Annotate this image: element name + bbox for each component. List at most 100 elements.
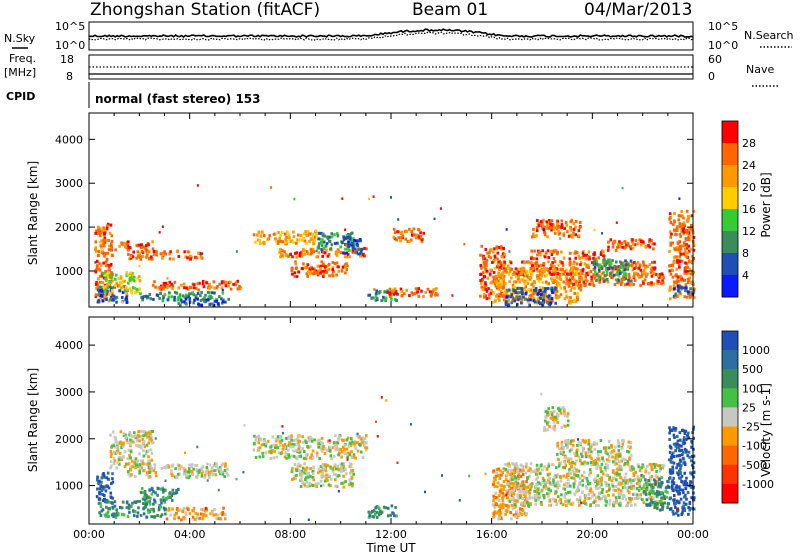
heatmap-cell — [356, 244, 359, 248]
heatmap-cell — [351, 482, 354, 486]
heatmap-cell — [297, 233, 300, 237]
heatmap-cell — [125, 271, 128, 275]
heatmap-cell — [575, 470, 579, 474]
heatmap-cell — [109, 297, 112, 301]
heatmap-cell — [95, 265, 99, 269]
heatmap-cell — [559, 293, 563, 297]
colorbar-swatch — [722, 187, 738, 210]
heatmap-cell — [198, 281, 201, 285]
heatmap-cell — [121, 285, 125, 289]
heatmap-cell — [557, 264, 560, 267]
heatmap-cell — [129, 438, 132, 442]
heatmap-cell — [545, 273, 548, 277]
heatmap-cell — [627, 263, 630, 266]
heatmap-cell — [103, 286, 106, 290]
heatmap-cell — [258, 240, 262, 244]
heatmap-cell — [548, 481, 551, 485]
heatmap-cell — [682, 223, 685, 227]
heatmap-cell — [112, 515, 115, 518]
heatmap-cell — [676, 258, 679, 262]
heatmap-cell — [668, 217, 671, 221]
heatmap-cell — [649, 271, 653, 274]
heatmap-cell — [150, 466, 154, 470]
heatmap-cell — [208, 296, 212, 300]
heatmap-cell — [536, 292, 540, 296]
heatmap-cell — [426, 287, 430, 291]
heatmap-cell — [540, 501, 543, 504]
heatmap-cell — [565, 504, 568, 508]
heatmap-cell — [302, 440, 305, 444]
heatmap-cell — [352, 472, 355, 476]
heatmap-cell — [480, 285, 483, 289]
heatmap-cell — [154, 491, 157, 495]
heatmap-cell — [579, 288, 583, 292]
heatmap-cell — [350, 437, 353, 441]
heatmap-cell — [541, 301, 545, 305]
heatmap-cell — [685, 246, 689, 250]
heatmap-cell — [565, 223, 568, 227]
heatmap-cell — [604, 468, 608, 472]
heatmap-cell — [566, 446, 569, 450]
heatmap-cell — [112, 298, 115, 302]
heatmap-cell — [303, 456, 306, 460]
heatmap-cell — [669, 221, 673, 225]
heatmap-cell — [623, 483, 626, 487]
heatmap-cell — [515, 516, 519, 519]
heatmap-cell — [127, 252, 130, 256]
heatmap-cell — [277, 437, 280, 441]
heatmap-cell — [110, 234, 114, 238]
heatmap-cell — [532, 232, 535, 236]
heatmap-cell — [325, 242, 329, 246]
heatmap-cell — [339, 245, 342, 249]
heatmap-cell — [133, 514, 136, 518]
heatmap-cell — [656, 282, 659, 286]
heatmap-cell — [192, 293, 196, 297]
heatmap-cell — [361, 441, 364, 445]
heatmap-cell — [632, 474, 636, 477]
heatmap-cell — [589, 504, 592, 508]
heatmap-cell — [689, 480, 692, 484]
heatmap-cell — [185, 293, 188, 297]
heatmap-cell — [673, 436, 676, 439]
heatmap-cell — [495, 280, 499, 284]
heatmap-cell — [674, 511, 678, 515]
heatmap-cell — [120, 241, 123, 245]
heatmap-cell — [567, 281, 570, 285]
heatmap-cell — [108, 244, 111, 248]
heatmap-cell — [662, 494, 666, 498]
heatmap-cell — [175, 511, 178, 515]
heatmap-cell — [539, 253, 542, 257]
heatmap-cell — [196, 291, 200, 295]
heatmap-cell — [151, 247, 155, 251]
heatmap-cell — [336, 248, 340, 252]
heatmap-cell — [97, 228, 100, 232]
heatmap-cell — [257, 230, 261, 234]
heatmap-cell — [538, 289, 541, 292]
heatmap-cell — [682, 216, 685, 220]
heatmap-cell — [329, 247, 333, 251]
heatmap-cell — [660, 483, 663, 487]
heatmap-cell — [318, 457, 321, 460]
heatmap-cell — [568, 251, 572, 255]
heatmap-cell — [523, 261, 526, 265]
heatmap-cell — [683, 461, 687, 465]
heatmap-cell — [580, 277, 584, 281]
heatmap-cell — [533, 262, 537, 266]
heatmap-cell — [141, 437, 145, 441]
heatmap-cell — [637, 488, 641, 492]
heatmap-cell — [577, 469, 581, 473]
heatmap-cell — [575, 451, 579, 455]
heatmap-cell — [550, 413, 554, 417]
heatmap-cell — [510, 478, 514, 482]
heatmap-cell — [290, 470, 294, 474]
heatmap-cell — [593, 478, 596, 482]
heatmap-cell — [689, 227, 693, 231]
heatmap-cell — [544, 251, 548, 255]
heatmap-cell — [298, 450, 301, 454]
heatmap-cell — [600, 251, 603, 255]
heatmap-cell — [328, 235, 331, 239]
heatmap-cell — [346, 264, 349, 268]
heatmap-cell — [123, 279, 126, 283]
heatmap-cell — [305, 441, 308, 444]
heatmap-cell — [541, 269, 545, 273]
